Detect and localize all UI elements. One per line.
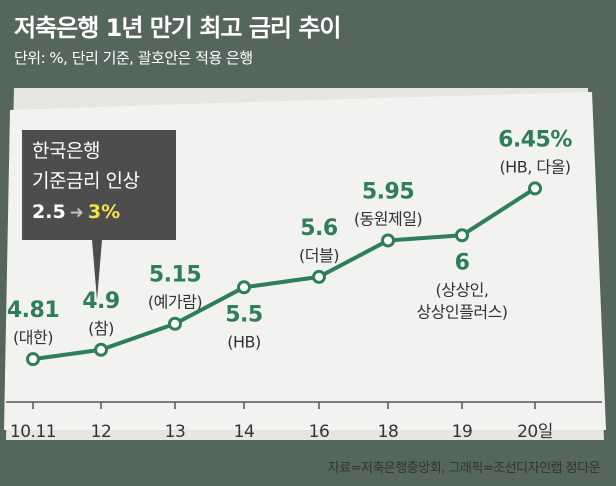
arrow-right-icon: ➜ [69,203,84,223]
value-label: 6.45% [498,127,572,152]
series-line [32,186,537,362]
value-label: 5.15 [149,263,201,288]
callout-pointer [92,240,102,300]
x-tick-label: 20일 [517,422,553,442]
x-tick-label: 16 [309,422,330,442]
callout-line-1: 한국은행 [32,140,100,162]
x-axis: 10.11 12 13 14 16 18 19 20일 [10,402,553,442]
bank-label: (동원제일) [354,209,422,228]
x-tick-label: 10.11 [10,422,56,442]
x-tick-label: 13 [165,422,186,442]
bank-label: (더블) [299,246,339,265]
value-label: 5.5 [225,302,262,327]
x-tick-label: 18 [378,422,399,442]
chart-title: 저축은행 1년 만기 최고 금리 추이 [14,14,342,42]
data-point [168,316,182,331]
bank-label: (대한) [13,328,53,347]
bank-label: (참) [88,319,114,338]
value-label: 6 [455,250,470,275]
bank-label: 상상인플러스) [416,302,507,321]
callout-rate-to: 3% [87,201,121,223]
value-label: 4.81 [7,298,59,323]
callout-rate-from: 2.5 [32,201,66,223]
data-point [381,233,395,248]
data-point [312,269,326,284]
rate-hike-callout: 한국은행 기준금리 인상 2.5 ➜ 3% [22,130,176,240]
data-labels: 4.81(대한)4.9(참)5.15(예가람)5.5(HB)5.6(더블)5.9… [7,127,573,351]
bank-label: (상상인, [436,280,489,299]
data-points [26,181,542,367]
bank-label: (예가람) [148,293,202,312]
data-point [528,181,542,196]
bank-label: (HB) [227,332,261,351]
callout-line-2: 기준금리 인상 [32,170,140,192]
data-point [26,352,40,367]
x-tick-label: 12 [91,422,112,442]
x-tick-label: 14 [234,422,255,442]
data-point [237,280,251,295]
callout-rate: 2.5 ➜ 3% [32,196,166,229]
value-label: 5.95 [362,179,414,204]
data-point [455,228,469,243]
data-point [94,342,108,357]
x-tick-label: 19 [452,422,473,442]
value-label: 5.6 [300,216,338,241]
bank-label: (HB, 다올) [499,157,570,176]
source-credit: 자료=저축은행중앙회, 그래픽=조선디자인랩 정다운 [327,461,601,476]
chart-subtitle: 단위: %, 단리 기준, 괄호안은 적용 은행 [14,49,253,67]
